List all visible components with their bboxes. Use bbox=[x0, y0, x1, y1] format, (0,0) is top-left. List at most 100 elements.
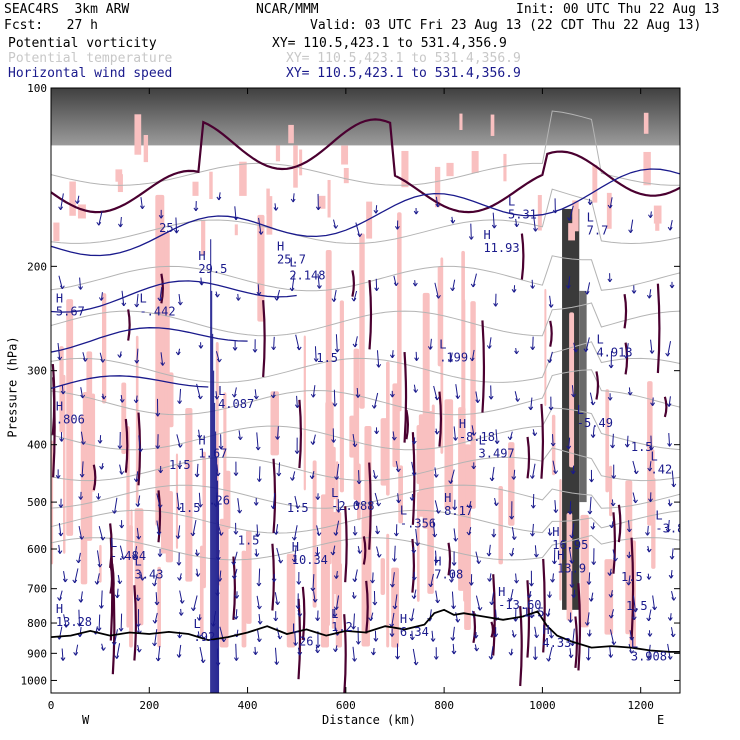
wind-vector bbox=[569, 501, 572, 515]
wind-vector-head bbox=[196, 617, 202, 621]
wind-vector-head bbox=[270, 505, 276, 509]
wind-vector-head bbox=[633, 470, 639, 475]
wind-vector bbox=[335, 595, 340, 610]
wind-vector bbox=[177, 525, 181, 539]
wind-vector-head bbox=[507, 436, 513, 441]
wind-vector-head bbox=[648, 214, 653, 219]
wind-vector-head bbox=[193, 207, 199, 212]
x-tick-label: 200 bbox=[139, 699, 159, 712]
wind-vector bbox=[646, 525, 649, 536]
pv-contour bbox=[160, 273, 164, 304]
wind-vector bbox=[451, 591, 455, 609]
pv-shading bbox=[239, 161, 247, 196]
wind-vector bbox=[632, 492, 637, 503]
wind-vector-head bbox=[197, 395, 203, 400]
wind-vector-head bbox=[291, 558, 297, 563]
pv-shading bbox=[53, 222, 60, 242]
wind-vector bbox=[628, 575, 631, 586]
wind-vector-head bbox=[78, 286, 83, 290]
wind-vector-head bbox=[256, 605, 262, 610]
wind-vector bbox=[278, 462, 281, 477]
pv-contour bbox=[663, 396, 668, 418]
wind-vector-head bbox=[231, 561, 237, 566]
wind-vector-head bbox=[310, 393, 316, 398]
wind-vector bbox=[648, 644, 651, 660]
wind-vector bbox=[395, 460, 399, 472]
pv-shading bbox=[130, 509, 133, 648]
wind-vector bbox=[554, 500, 557, 513]
wind-vector bbox=[98, 525, 104, 541]
wind-vector-head bbox=[352, 531, 358, 536]
pv-contour bbox=[262, 300, 266, 378]
extremum-value: -.442 bbox=[139, 304, 175, 318]
y-tick-label: 400 bbox=[27, 439, 47, 452]
wind-vector bbox=[277, 426, 279, 440]
wind-vector bbox=[491, 592, 495, 605]
wind-vector-head bbox=[294, 404, 300, 408]
wind-vector-head bbox=[413, 210, 419, 215]
wind-vector bbox=[258, 568, 261, 587]
wind-vector bbox=[99, 352, 104, 363]
wind-vector-head bbox=[158, 469, 164, 474]
low-marker: L bbox=[596, 333, 603, 347]
pv-shading bbox=[508, 442, 515, 526]
wind-vector-head bbox=[376, 364, 382, 368]
wind-vector-head bbox=[274, 297, 280, 301]
wind-vector-head bbox=[667, 656, 673, 660]
pv-shading bbox=[175, 453, 179, 549]
extremum-value: 1.2 bbox=[331, 620, 353, 634]
wind-vector bbox=[196, 463, 199, 477]
wind-vector bbox=[671, 470, 675, 487]
y-tick-label: 800 bbox=[27, 617, 47, 630]
wind-vector bbox=[470, 223, 472, 240]
wind-vector bbox=[219, 626, 225, 642]
pv-contour bbox=[577, 583, 582, 671]
wind-vector-head bbox=[152, 642, 157, 647]
wind-vector-head bbox=[176, 561, 182, 566]
wind-vector-head bbox=[586, 581, 592, 585]
pv-shading bbox=[288, 124, 294, 144]
wind-vector bbox=[317, 273, 320, 289]
wind-vector-head bbox=[121, 556, 126, 560]
wind-vector-head bbox=[256, 291, 262, 296]
low-marker: L bbox=[651, 449, 658, 463]
wind-vector-head bbox=[199, 281, 205, 286]
wind-vector-head bbox=[58, 532, 64, 537]
contour-label: 1.5 bbox=[238, 534, 260, 548]
wind-vector bbox=[668, 433, 671, 447]
wind-vector-head bbox=[190, 607, 196, 611]
wind-vector bbox=[333, 289, 337, 302]
wind-vector-head bbox=[493, 633, 499, 637]
wind-vector-head bbox=[214, 395, 220, 400]
wind-vector-head bbox=[94, 581, 100, 585]
extremum-value: 4.087 bbox=[218, 397, 254, 411]
wind-vector bbox=[237, 293, 239, 301]
low-marker: L bbox=[331, 607, 338, 621]
wind-vector bbox=[650, 339, 653, 354]
high-marker: H bbox=[542, 623, 549, 637]
wind-vector-head bbox=[450, 219, 456, 224]
wind-vector bbox=[336, 463, 340, 480]
wind-vector bbox=[297, 647, 301, 656]
wind-vector bbox=[216, 464, 219, 476]
wind-vector-head bbox=[550, 442, 556, 447]
wind-vector-head bbox=[648, 498, 653, 503]
pv-shading bbox=[266, 196, 273, 235]
wind-vector-head bbox=[233, 216, 239, 221]
extremum-value: 7.08 bbox=[434, 568, 463, 582]
wind-vector bbox=[196, 568, 199, 577]
wind-vector-head bbox=[633, 608, 638, 613]
wind-vector-head bbox=[57, 356, 63, 361]
pv-shading bbox=[604, 559, 614, 635]
wind-vector-head bbox=[509, 515, 515, 520]
wind-vector-head bbox=[96, 222, 102, 226]
wind-vector-head bbox=[200, 659, 206, 664]
wind-vector-head bbox=[533, 228, 538, 232]
wind-vector bbox=[333, 389, 336, 407]
wind-vector bbox=[393, 545, 396, 562]
wind-vector bbox=[99, 435, 102, 444]
wind-vector-head bbox=[645, 532, 650, 536]
y-tick-label: 200 bbox=[27, 260, 47, 273]
extremum-value: -3.8 bbox=[655, 522, 684, 536]
wind-vector bbox=[63, 614, 67, 628]
